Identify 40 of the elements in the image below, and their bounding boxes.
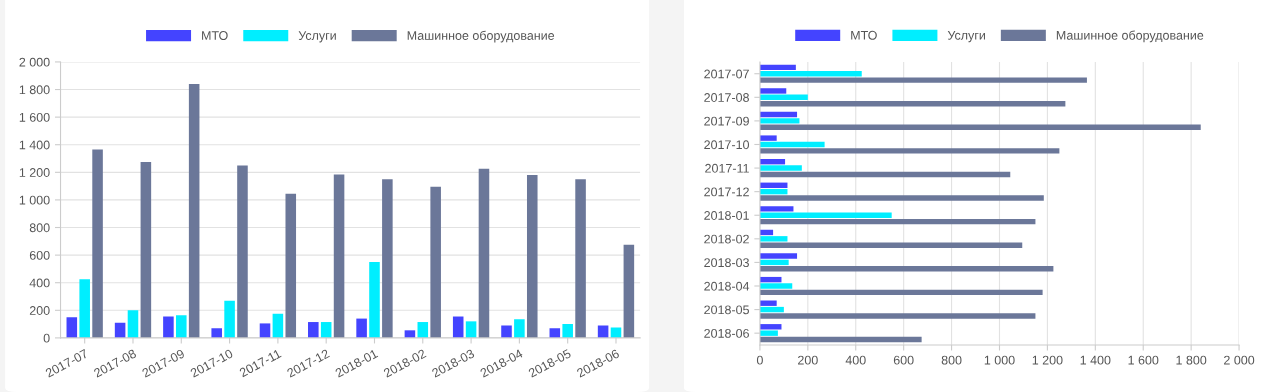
legend-label: Услуги <box>298 31 336 43</box>
x-tick-label: 1 800 <box>1176 355 1207 365</box>
y-tick-label: 1 200 <box>19 168 50 177</box>
x-tick-label: 800 <box>941 355 962 365</box>
y-tick-label: 200 <box>29 306 50 315</box>
y-tick-label: 400 <box>29 278 50 288</box>
x-tick-label: 600 <box>893 355 914 365</box>
y-tick-label: 0 <box>43 333 50 343</box>
y-tick-label: 2017-08 <box>704 93 749 102</box>
y-tick-label: 2018-03 <box>704 258 749 268</box>
x-tick-label: 0 <box>756 355 763 365</box>
x-tick-label: 1 000 <box>984 355 1015 365</box>
x-tick-label: 1 200 <box>1032 355 1063 365</box>
legend-label: Услуги <box>947 31 985 43</box>
y-tick-label: 1 000 <box>19 195 50 205</box>
y-tick-label: 2018-04 <box>704 281 750 291</box>
x-tick-label: 400 <box>845 355 866 365</box>
y-tick-label: 2017-07 <box>704 69 749 79</box>
y-tick-label: 1 600 <box>19 112 50 122</box>
legend-label: МТО <box>202 31 228 40</box>
y-tick-label: 2017-10 <box>704 140 750 150</box>
y-tick-label: 2018-06 <box>704 328 749 338</box>
legend-label: Машинное оборудование <box>407 30 555 43</box>
x-tick-label: 1 600 <box>1128 355 1159 365</box>
x-tick-label: 200 <box>798 355 818 365</box>
y-tick-label: 1 800 <box>19 85 50 95</box>
x-tick-label: 2 000 <box>1224 355 1255 365</box>
legend-label: Машинное оборудование <box>1056 30 1204 43</box>
y-tick-label: 600 <box>29 250 50 260</box>
y-tick-label: 800 <box>29 223 50 233</box>
y-tick-label: 2018-02 <box>704 234 749 244</box>
y-tick-label: 2017-11 <box>705 163 749 173</box>
y-tick-label: 2 000 <box>19 57 50 67</box>
y-tick-label: 1 400 <box>19 140 50 150</box>
x-tick-label: 1 400 <box>1080 355 1111 365</box>
y-tick-label: 2018-01 <box>704 211 749 220</box>
legend-label: МТО <box>851 30 877 40</box>
y-tick-label: 2017-12 <box>704 187 749 197</box>
y-tick-label: 2018-05 <box>704 305 749 315</box>
y-tick-label: 2017-09 <box>704 116 749 126</box>
